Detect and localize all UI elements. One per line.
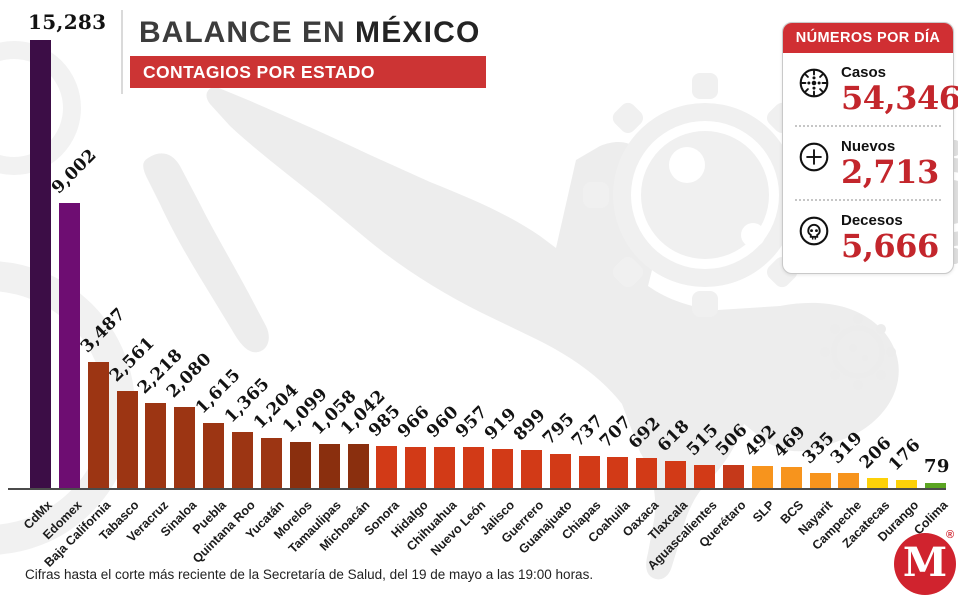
bar-yucatán xyxy=(260,438,282,490)
bar-tamaulipas xyxy=(318,444,340,490)
bar-slp xyxy=(751,466,773,490)
bar-value-label: 176 xyxy=(884,435,925,475)
bar-tabasco xyxy=(116,391,138,490)
plus-icon xyxy=(795,138,833,181)
bar-edomex xyxy=(58,203,80,490)
bar-querétaro xyxy=(722,465,744,490)
bar-durango xyxy=(896,480,918,490)
bar-value-label: 506 xyxy=(711,420,752,460)
numbers-per-day-panel: NÚMEROS POR DÍA xyxy=(782,22,958,274)
bar-zacatecas xyxy=(867,478,889,490)
page-title: BALANCE EN MÉXICO xyxy=(139,16,481,50)
stat-label: Casos xyxy=(841,64,887,81)
bar-morelos xyxy=(289,442,311,490)
bar-guanajuato xyxy=(549,454,571,490)
x-axis-label: SLP xyxy=(750,498,778,526)
bar-colima xyxy=(925,483,946,490)
panel-divider xyxy=(795,125,941,127)
bar-guerrero xyxy=(520,450,542,490)
bar-sonora xyxy=(376,446,398,490)
page-title-regular: BALANCE EN xyxy=(139,16,356,49)
bar-puebla xyxy=(203,423,225,490)
bar-aguascalientes xyxy=(694,465,716,490)
bar-sinaloa xyxy=(174,407,196,490)
x-axis-line xyxy=(8,488,946,490)
virus-watermark-icon xyxy=(0,41,81,175)
panel-item-decesos: Decesos 5,666 xyxy=(783,201,953,273)
virus-icon xyxy=(795,64,833,107)
bar-bcs xyxy=(780,467,802,490)
mexico-map xyxy=(206,86,899,580)
bar-nayarit xyxy=(809,473,831,490)
bar-nuevo-león xyxy=(463,447,485,490)
page-subtitle: CONTAGIOS POR ESTADO xyxy=(130,56,486,88)
bar-campeche xyxy=(838,473,860,490)
stat-value: 5,666 xyxy=(841,227,939,265)
stat-label: Nuevos xyxy=(841,138,896,155)
stat-value: 54,346 xyxy=(841,79,958,117)
bar-cdmx xyxy=(30,40,51,490)
bar-coahuila xyxy=(607,457,629,490)
bar-chiapas xyxy=(578,456,600,490)
skull-icon xyxy=(795,212,833,255)
bar-hidalgo xyxy=(405,447,427,490)
bar-value-label: 79 xyxy=(924,456,950,477)
stat-label: Decesos xyxy=(841,212,903,229)
bar-baja-california xyxy=(87,362,109,490)
panel-item-nuevos: Nuevos 2,713 xyxy=(783,127,953,199)
bar-jalisco xyxy=(491,449,513,490)
bar-michoacán xyxy=(347,444,369,490)
title-divider xyxy=(121,10,123,94)
bar-value-label: 9,002 xyxy=(47,145,101,198)
bar-tlaxcala xyxy=(665,461,687,490)
bar-value-label: 957 xyxy=(451,402,492,442)
bar-veracruz xyxy=(145,403,167,490)
milenio-logo-letter: M xyxy=(902,539,948,586)
bar-chart: 15,283 CdMx 9,002 Edomex 3,487 Baja Californi… xyxy=(21,0,950,596)
page-title-bold: MÉXICO xyxy=(355,16,481,49)
stat-value: 2,713 xyxy=(841,153,939,191)
panel-item-casos: Casos 54,346 xyxy=(783,53,958,125)
panel-title: NÚMEROS POR DÍA xyxy=(783,23,953,53)
panel-divider xyxy=(795,199,941,201)
virus-watermark-icon xyxy=(820,314,896,390)
milenio-logo: M xyxy=(894,533,956,595)
bar-value-label: 3,487 xyxy=(76,304,130,357)
mexico-map-baja xyxy=(143,153,269,353)
bar-value-label: 492 xyxy=(740,421,781,461)
registered-mark-icon: ® xyxy=(946,529,955,541)
bar-chihuahua xyxy=(434,447,456,490)
bar-quintana-roo xyxy=(232,432,254,490)
bar-oaxaca xyxy=(636,458,658,490)
bar-value-label: 15,283 xyxy=(28,10,107,34)
source-note: Cifras hasta el corte más reciente de la… xyxy=(25,567,594,582)
